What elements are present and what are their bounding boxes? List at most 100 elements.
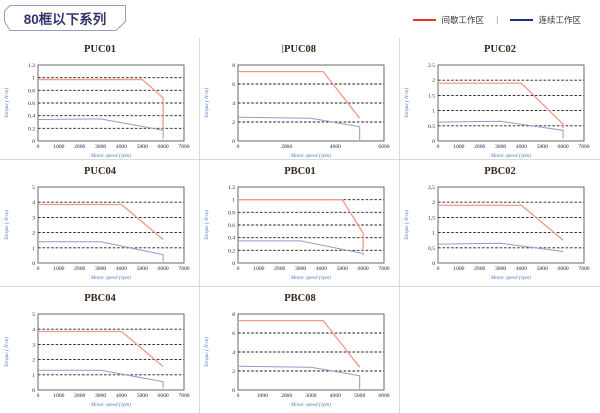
svg-text:3: 3	[32, 215, 35, 221]
svg-text:0.2: 0.2	[228, 248, 235, 254]
svg-text:0: 0	[237, 266, 240, 272]
svg-text:6000: 6000	[358, 266, 369, 272]
svg-text:0: 0	[37, 144, 40, 150]
svg-text:1: 1	[232, 198, 235, 204]
svg-text:5000: 5000	[354, 393, 365, 399]
svg-text:0,5: 0,5	[428, 246, 435, 252]
svg-text:1000: 1000	[53, 266, 64, 272]
svg-text:1,5: 1,5	[428, 215, 435, 221]
svg-text:Torque ( N-m): Torque ( N-m)	[3, 88, 10, 118]
svg-text:PBC08: PBC08	[284, 293, 316, 304]
svg-text:0: 0	[37, 266, 40, 272]
svg-text:2000: 2000	[474, 266, 485, 272]
svg-text:1000: 1000	[253, 266, 264, 272]
svg-text:1000: 1000	[257, 393, 268, 399]
svg-text:5000: 5000	[137, 266, 148, 272]
svg-text:1000: 1000	[53, 144, 64, 150]
svg-text:2000: 2000	[281, 393, 292, 399]
svg-text:PUC08: PUC08	[284, 44, 316, 55]
svg-text:4000: 4000	[116, 144, 127, 150]
svg-text:5000: 5000	[337, 266, 348, 272]
svg-text:8: 8	[232, 63, 235, 69]
svg-text:7000: 7000	[378, 266, 389, 272]
svg-text:6000: 6000	[158, 393, 169, 399]
svg-text:2: 2	[232, 369, 235, 375]
svg-text:0.4: 0.4	[228, 236, 235, 242]
svg-text:0: 0	[32, 261, 35, 267]
svg-text:4000: 4000	[316, 266, 327, 272]
svg-text:4000: 4000	[516, 266, 527, 272]
svg-text:Torque ( N-m): Torque ( N-m)	[203, 88, 210, 118]
svg-text:Motor speed (rpm): Motor speed (rpm)	[290, 401, 331, 408]
svg-text:7000: 7000	[178, 393, 189, 399]
svg-text:2: 2	[432, 200, 435, 206]
svg-text:0: 0	[432, 261, 435, 267]
svg-text:2000: 2000	[274, 266, 285, 272]
svg-text:PUC04: PUC04	[84, 166, 117, 177]
svg-text:5000: 5000	[537, 144, 548, 150]
svg-text:1000: 1000	[53, 393, 64, 399]
svg-text:PBC01: PBC01	[284, 166, 316, 177]
svg-text:1000: 1000	[453, 144, 464, 150]
svg-text:3000: 3000	[495, 266, 506, 272]
svg-text:0: 0	[237, 393, 240, 399]
svg-text:Torque ( N-m): Torque ( N-m)	[203, 210, 210, 240]
svg-text:4000: 4000	[116, 393, 127, 399]
svg-text:2,5: 2,5	[428, 185, 435, 191]
svg-text:1: 1	[32, 246, 35, 252]
svg-text:2: 2	[232, 120, 235, 126]
svg-text:1.2: 1.2	[28, 63, 35, 69]
svg-text:PUC02: PUC02	[484, 44, 516, 55]
svg-text:Motor speed (rpm): Motor speed (rpm)	[290, 274, 331, 281]
svg-text:0.8: 0.8	[228, 210, 235, 216]
svg-text:0: 0	[232, 388, 235, 394]
svg-text:3000: 3000	[95, 144, 106, 150]
svg-text:4000: 4000	[116, 266, 127, 272]
svg-text:6000: 6000	[378, 393, 389, 399]
svg-text:0: 0	[432, 139, 435, 145]
svg-text:2: 2	[432, 78, 435, 84]
svg-text:0.8: 0.8	[28, 88, 35, 94]
svg-text:2000: 2000	[74, 393, 85, 399]
svg-text:2: 2	[32, 358, 35, 364]
svg-text:3000: 3000	[305, 393, 316, 399]
svg-text:6000: 6000	[158, 144, 169, 150]
svg-text:1000: 1000	[453, 266, 464, 272]
svg-text:1: 1	[32, 76, 35, 82]
svg-text:3000: 3000	[95, 266, 106, 272]
svg-text:2.5: 2.5	[428, 63, 435, 69]
svg-text:5000: 5000	[137, 144, 148, 150]
svg-text:1.5: 1.5	[428, 93, 435, 99]
svg-text:5: 5	[32, 185, 35, 191]
svg-text:6000: 6000	[378, 144, 389, 150]
svg-text:3000: 3000	[295, 266, 306, 272]
svg-text:0.6: 0.6	[228, 223, 235, 229]
svg-text:PBC02: PBC02	[484, 166, 516, 177]
svg-text:1: 1	[432, 109, 435, 115]
svg-text:3000: 3000	[95, 393, 106, 399]
svg-text:Motor speed (rpm): Motor speed (rpm)	[90, 152, 131, 159]
svg-text:2000: 2000	[281, 144, 292, 150]
svg-text:Motor speed (rpm): Motor speed (rpm)	[90, 274, 131, 281]
svg-text:4: 4	[32, 327, 35, 333]
svg-text:7000: 7000	[178, 266, 189, 272]
svg-text:Motor speed (rpm): Motor speed (rpm)	[290, 152, 331, 159]
svg-text:0: 0	[437, 266, 440, 272]
svg-text:5000: 5000	[137, 393, 148, 399]
svg-text:0.4: 0.4	[28, 114, 35, 120]
svg-text:5000: 5000	[537, 266, 548, 272]
svg-text:PBC04: PBC04	[84, 293, 116, 304]
svg-text:Torque ( N-m): Torque ( N-m)	[203, 337, 210, 367]
svg-text:0: 0	[232, 139, 235, 145]
svg-text:4: 4	[232, 101, 235, 107]
svg-text:PUC01: PUC01	[84, 44, 116, 55]
svg-text:0.5: 0.5	[428, 124, 435, 130]
svg-text:Motor speed (rpm): Motor speed (rpm)	[90, 401, 131, 408]
svg-text:2000: 2000	[74, 144, 85, 150]
svg-text:0: 0	[32, 139, 35, 145]
svg-text:6000: 6000	[558, 144, 569, 150]
svg-text:3000: 3000	[495, 144, 506, 150]
svg-text:7000: 7000	[578, 144, 589, 150]
svg-text:4: 4	[232, 350, 235, 356]
svg-text:0: 0	[32, 388, 35, 394]
